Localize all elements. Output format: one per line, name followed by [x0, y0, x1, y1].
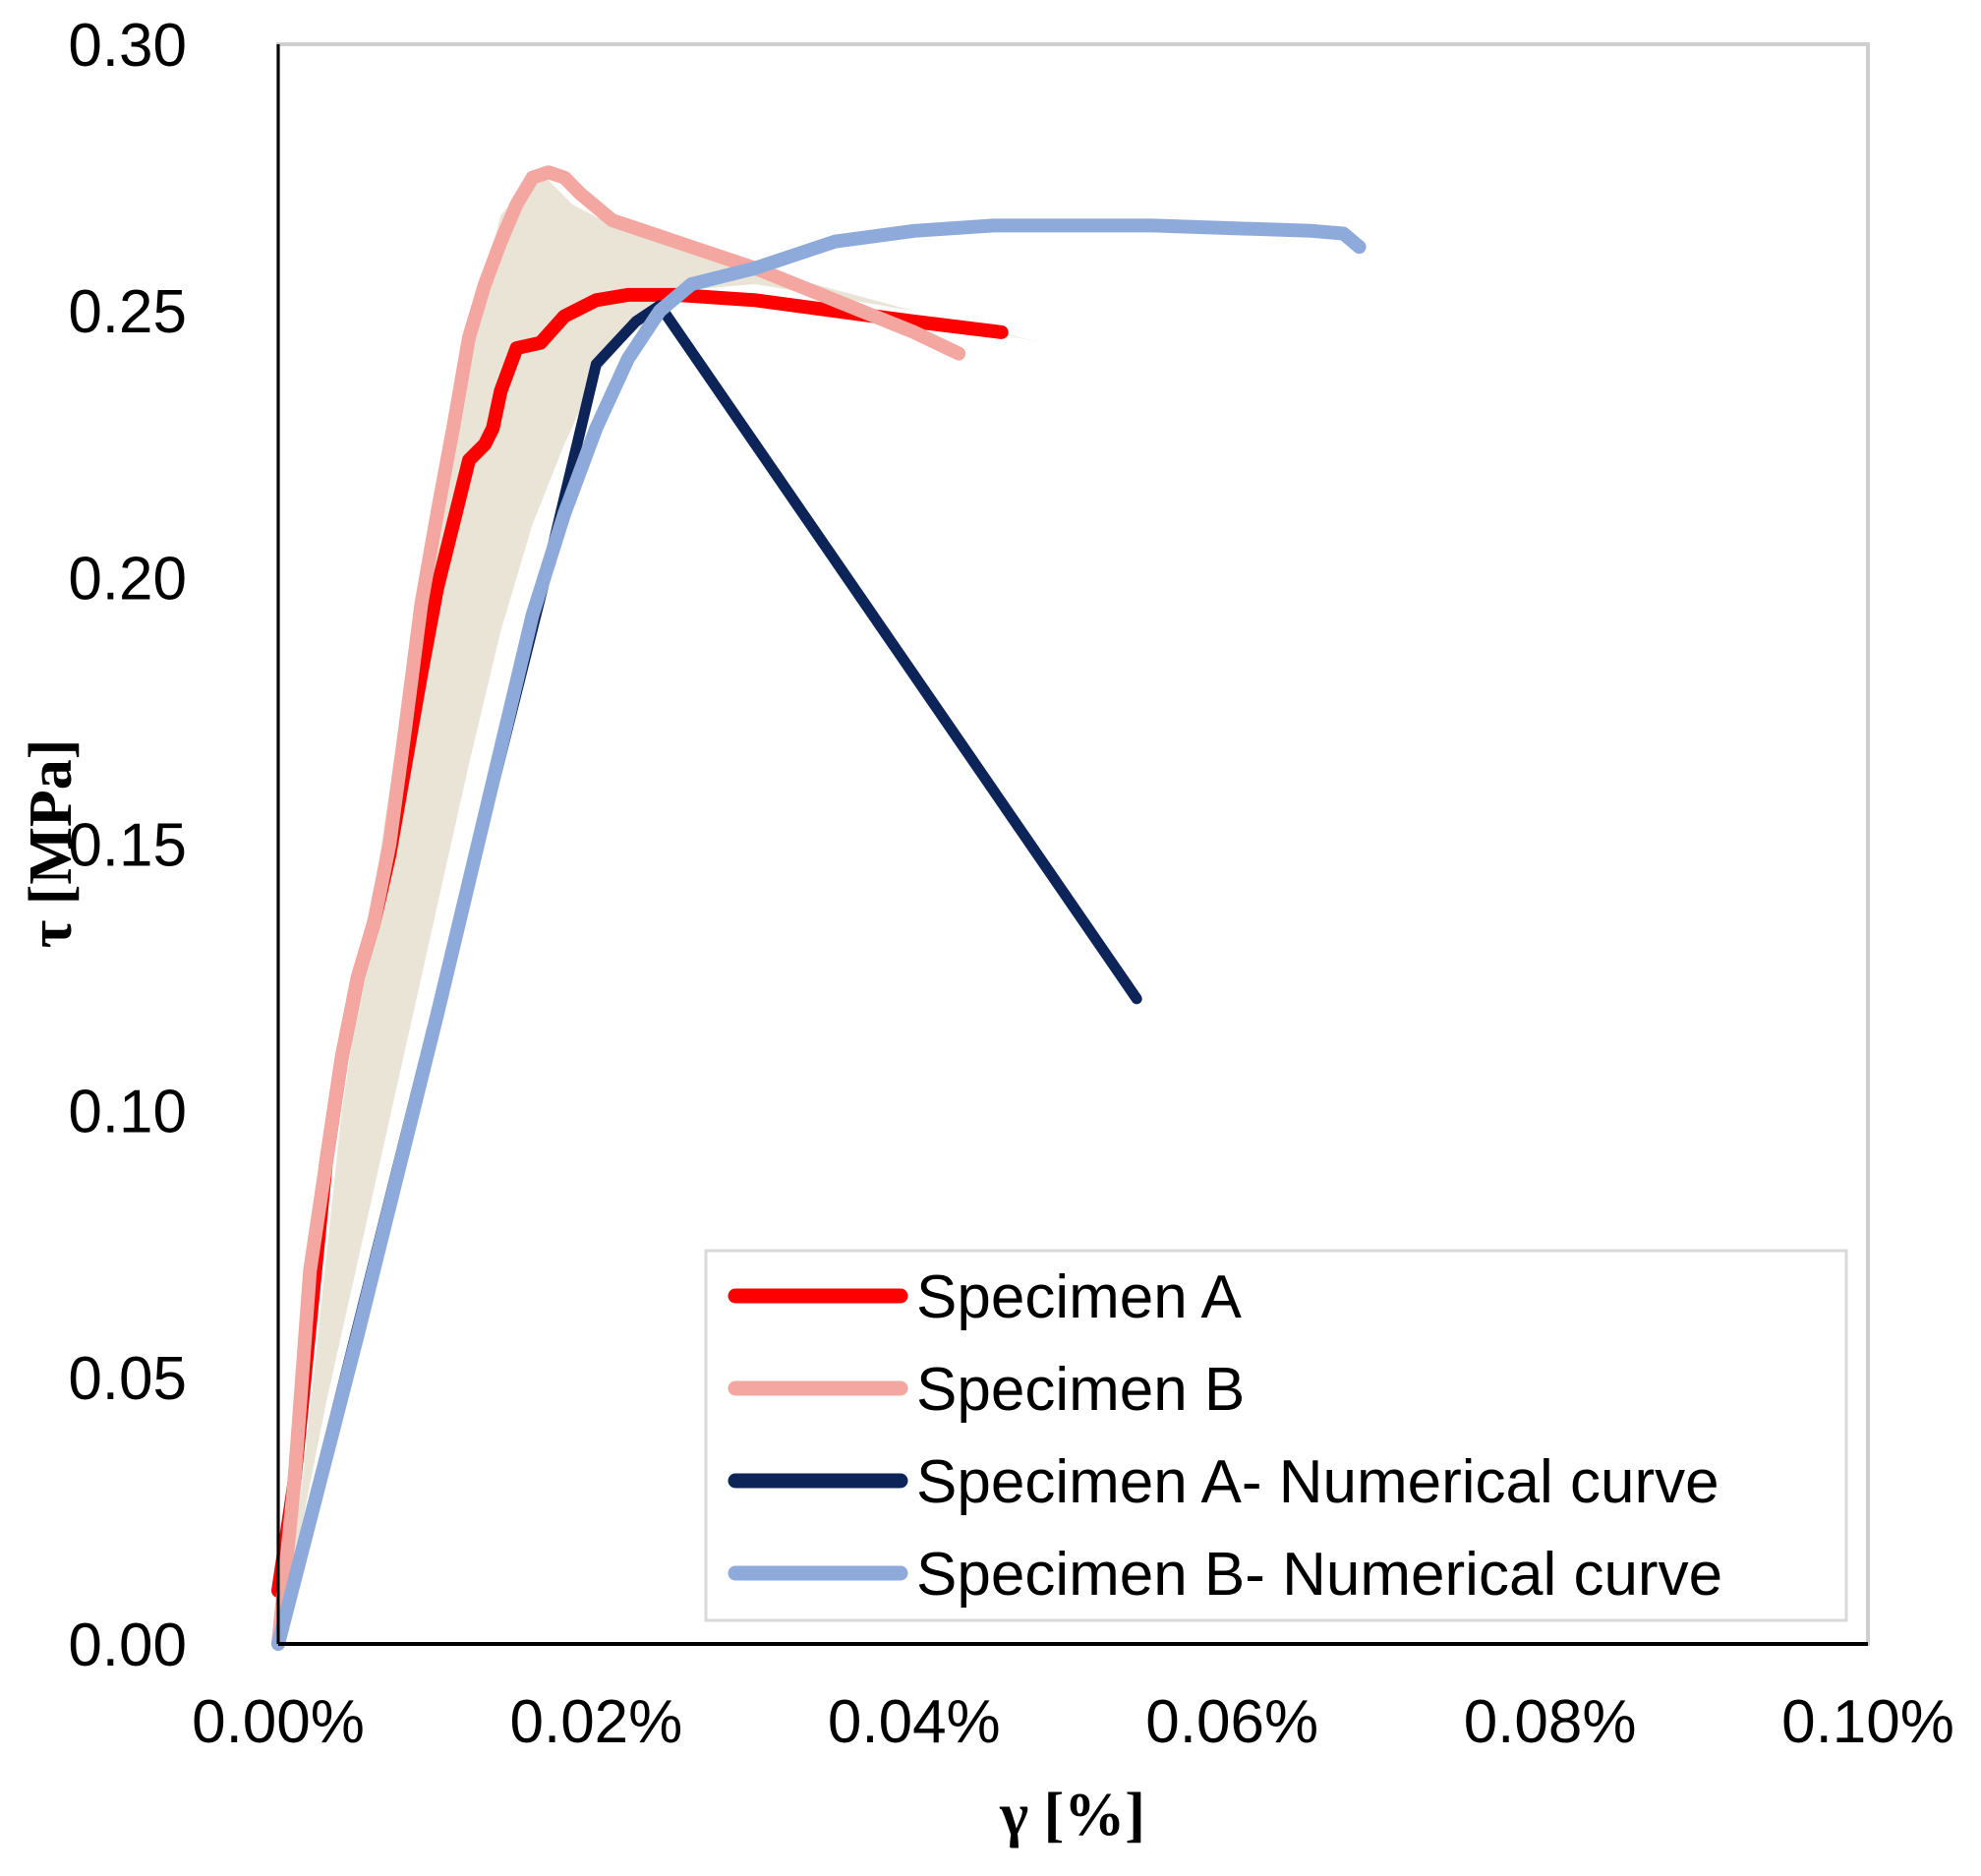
y-tick-label: 0.05: [68, 1345, 187, 1413]
series-line-2: [271, 165, 966, 1651]
x-tick-labels: 0.00% 0.02% 0.04% 0.06% 0.08% 0.10%: [192, 1688, 1954, 1756]
series-layer: [271, 165, 1367, 1651]
band-layer: [278, 172, 1042, 1645]
legend-items: Specimen A Specimen B Specimen A- Numerica…: [728, 1263, 1722, 1609]
y-tick-label: 0.15: [68, 812, 187, 880]
x-tick-label: 0.06%: [1145, 1688, 1318, 1756]
y-tick-label: 0.00: [68, 1612, 187, 1679]
legend-box: [704, 1249, 1848, 1622]
series-line-4: [271, 218, 1367, 1651]
x-axis-title: γ [%]: [999, 1782, 1145, 1848]
x-tick-label: 0.02%: [509, 1688, 682, 1756]
legend-label: Specimen A- Numerical curve: [916, 1448, 1719, 1516]
legend-label: Specimen B: [916, 1356, 1245, 1424]
legend-label: Specimen B- Numerical curve: [916, 1541, 1722, 1609]
y-tick-label: 0.10: [68, 1079, 187, 1146]
legend: Specimen A Specimen B Specimen A- Numerica…: [704, 1249, 1848, 1622]
y-tick-labels: 0.00 0.05 0.10 0.15 0.20 0.25 0.30: [68, 12, 187, 1679]
y-tick-label: 0.30: [68, 12, 187, 80]
x-tick-label: 0.04%: [828, 1688, 1001, 1756]
x-tick-label: 0.08%: [1464, 1688, 1637, 1756]
x-tick-label: 0.00%: [192, 1688, 365, 1756]
shaded-band: [278, 172, 1042, 1645]
y-axis-title: τ [MPa]: [18, 739, 85, 949]
y-tick-label: 0.20: [68, 545, 187, 613]
x-tick-label: 0.10%: [1781, 1688, 1954, 1756]
legend-label: Specimen A: [916, 1263, 1243, 1331]
y-tick-label: 0.25: [68, 278, 187, 346]
